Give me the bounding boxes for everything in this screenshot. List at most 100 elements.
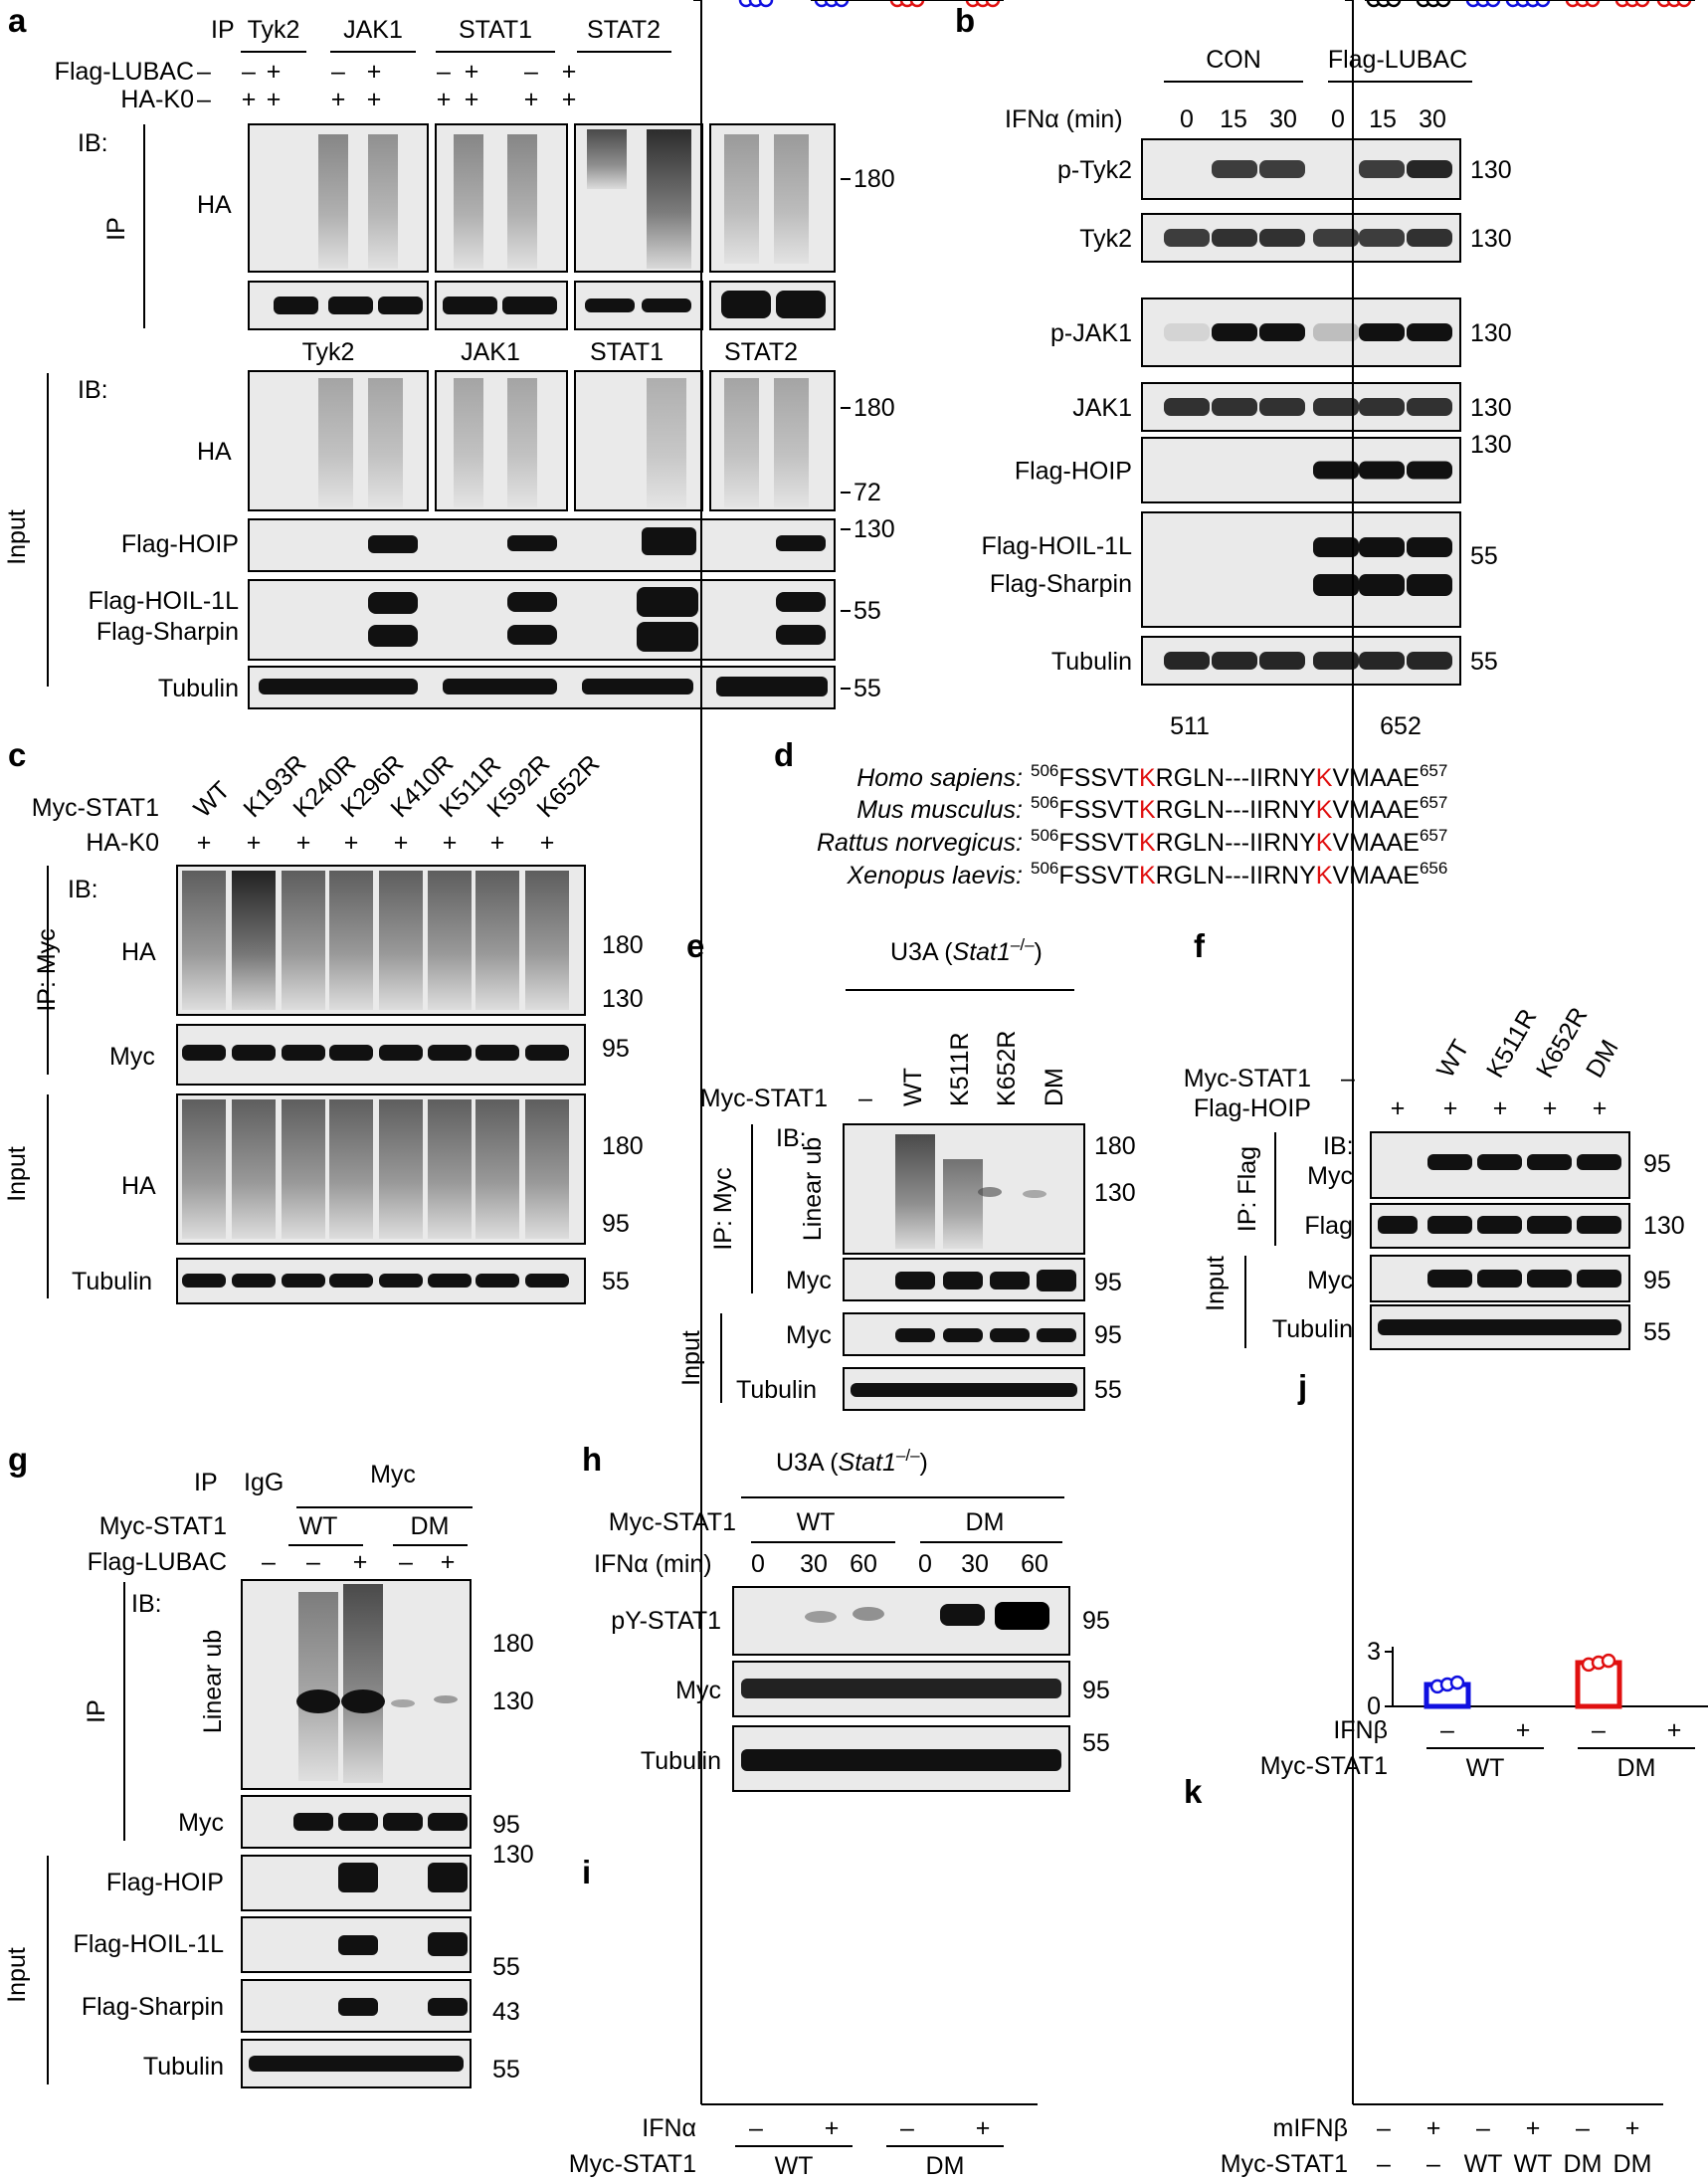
band-c-myc-7 xyxy=(525,1045,569,1061)
cell-line-h-c: –/– xyxy=(896,1446,920,1465)
xgroup-i-0: WT xyxy=(775,2152,814,2180)
smear-c-7 xyxy=(525,871,569,1010)
group-flag-lubac: Flag-LUBAC xyxy=(1328,46,1467,74)
ha-label-a-input: HA xyxy=(197,438,232,466)
row-b-2: p-JAK1 xyxy=(1050,319,1132,347)
row-myc-f: Myc xyxy=(1307,1162,1353,1190)
xrow1-label-j: IFNβ xyxy=(1333,1716,1388,1744)
mw-a-input-72: 72 xyxy=(854,479,881,506)
ha-label-a: HA xyxy=(197,191,232,219)
dm-label-g: DM xyxy=(411,1512,450,1540)
band-b-2-1 xyxy=(1212,323,1257,341)
sig-label-k-1: ** xyxy=(1521,0,1546,7)
row-b-0: p-Tyk2 xyxy=(1057,156,1132,184)
ytick-label-i-2: 1.0 xyxy=(655,0,689,6)
xcat-j-1: + xyxy=(1516,1716,1531,1744)
smear-c-input-1 xyxy=(232,1099,276,1239)
lane-e-4: DM xyxy=(1041,1068,1068,1106)
time-h-5: 60 xyxy=(1021,1550,1048,1578)
row-py-stat1-h: pY-STAT1 xyxy=(611,1607,721,1635)
panel-label-a: a xyxy=(8,2,27,39)
mw-a-input-180: 180 xyxy=(854,394,895,422)
seq-end-0: 657 xyxy=(1420,761,1447,780)
ytick-label-k-2: 1.0 xyxy=(1306,0,1341,6)
sign-g-1: – xyxy=(306,1548,320,1576)
mw-a-55: 55 xyxy=(854,597,881,625)
row-b-4: Flag-HOIP xyxy=(1015,458,1132,486)
ip-group-stat1: STAT1 xyxy=(459,16,532,44)
ha-plus-c-5: + xyxy=(443,829,458,857)
mw-a-130: 130 xyxy=(854,515,895,543)
mw-e-180: 180 xyxy=(1094,1132,1136,1160)
band-b-4-5 xyxy=(1407,461,1452,480)
myc-label-e: Myc-STAT1 xyxy=(700,1085,828,1112)
ha-label-c: HA-K0 xyxy=(86,829,159,857)
ytick-label-i-1: 0.5 xyxy=(655,0,689,6)
point-i-0-2 xyxy=(758,0,774,8)
band-b-hoil-3 xyxy=(1313,537,1359,557)
sign-g-2: + xyxy=(353,1548,368,1576)
band-b-2-4 xyxy=(1359,323,1405,341)
ytick-label-k-3: 1.5 xyxy=(1306,0,1341,6)
sign-lubac-4: + xyxy=(367,58,382,86)
point-k-5-2 xyxy=(1634,0,1650,8)
seq-end-2: 657 xyxy=(1420,826,1447,845)
cell-line-e: U3A (Stat1–/–) xyxy=(890,935,1043,966)
band-b-3-5 xyxy=(1407,398,1452,416)
lane-e-3: K652R xyxy=(993,1031,1021,1106)
myc-label-f: Myc-STAT1 xyxy=(1184,1065,1311,1092)
seq-b-2: RGLN---IIRNY xyxy=(1156,829,1316,857)
title-k-c: MEFs xyxy=(1536,0,1601,6)
point-i-3-2 xyxy=(985,0,1001,8)
time-b-4: 15 xyxy=(1369,105,1397,133)
band-b-4-4 xyxy=(1359,461,1405,480)
point-j-3-2 xyxy=(1676,0,1692,8)
seq-start-1: 506 xyxy=(1031,793,1058,812)
ha-plus-c-0: + xyxy=(197,829,212,857)
ytick-label-i-3: 1.5 xyxy=(655,0,689,6)
time-h-4: 30 xyxy=(961,1550,989,1578)
xcat-i-0: – xyxy=(749,2114,763,2142)
xgroup-i-1: DM xyxy=(926,2152,965,2180)
sequence-1: 506FSSVTKRGLN---IIRNYKVMAAE657 xyxy=(1031,793,1447,824)
xcat-j-2: – xyxy=(1592,1716,1606,1744)
mutant-c-0: WT xyxy=(188,776,235,823)
input-group-stat2: STAT2 xyxy=(724,338,798,366)
band-b-6-3 xyxy=(1313,652,1359,670)
xcat-k-1: + xyxy=(1426,2114,1441,2142)
row-myc-g: Myc xyxy=(178,1809,224,1837)
seq-k2-2: K xyxy=(1316,829,1333,857)
seq-k1-2: K xyxy=(1139,829,1156,857)
ha-plus-c-3: + xyxy=(344,829,359,857)
band-b-6-0 xyxy=(1164,652,1210,670)
mw-g-55: 55 xyxy=(492,1953,520,1981)
time-b-5: 30 xyxy=(1419,105,1446,133)
chart-i: 0.00.51.01.52.02.5 – + – + ** IFNα Myc-STAT1 WT D… xyxy=(566,0,1038,2180)
xrow2-k-3: WT xyxy=(1514,2150,1553,2178)
point-k-0-2 xyxy=(1386,0,1402,8)
ytick-label-i-0: 0.0 xyxy=(655,0,689,6)
seq-b-3: RGLN---IIRNY xyxy=(1156,862,1316,890)
smear-c-input-5 xyxy=(428,1099,472,1239)
ytick-label-j-0: 0 xyxy=(1367,1692,1381,1720)
ip-side-label-a: IP xyxy=(102,217,130,241)
seq-a-3: FSSVT xyxy=(1058,862,1139,890)
xgroup-j-0: WT xyxy=(1466,1754,1505,1782)
band-c-tub-3 xyxy=(329,1274,373,1288)
ha-plus-c-7: + xyxy=(540,829,555,857)
row-tubulin-g: Tubulin xyxy=(143,2053,224,2081)
ib-label-c: IB: xyxy=(68,876,98,903)
row-b-sharpin: Flag-Sharpin xyxy=(990,570,1132,598)
ib-label-e: IB: xyxy=(776,1124,807,1152)
band-b-1-0 xyxy=(1164,229,1210,247)
mw-g-input-130: 130 xyxy=(492,1841,534,1869)
site-652: 652 xyxy=(1380,712,1422,740)
ytick-label-j-2: 10 xyxy=(1353,0,1381,6)
time-h-3: 0 xyxy=(918,1550,932,1578)
band-c-tub-6 xyxy=(475,1274,519,1288)
mw-e-95: 95 xyxy=(1094,1269,1122,1296)
seq-k2-0: K xyxy=(1316,764,1333,792)
input-side-label-c: Input xyxy=(3,1146,31,1202)
band-b-3-3 xyxy=(1313,398,1359,416)
row-tubulin-c: Tubulin xyxy=(72,1268,152,1295)
